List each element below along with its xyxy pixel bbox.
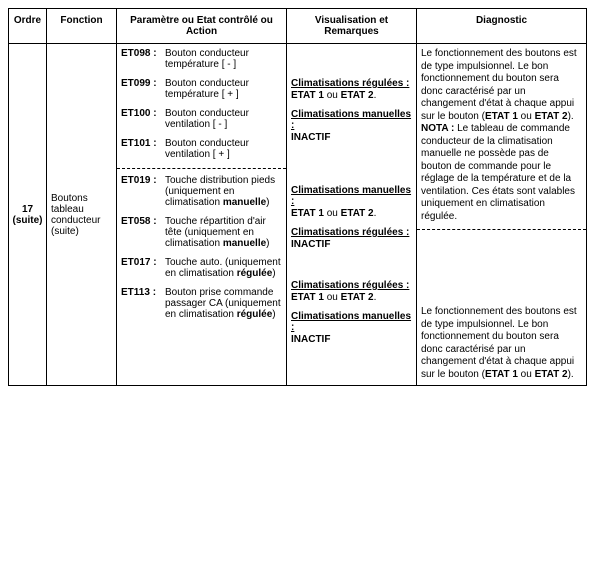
vis-value: INACTIF [291,132,412,143]
param-text: Bouton conducteur ventilation [ - ] [165,108,282,130]
fonction-l2: tableau [51,204,84,215]
diag-cell: Le fonctionnement des boutons est de typ… [417,44,587,386]
diag-text-top: Le fonctionnement des boutons est de typ… [421,48,582,123]
vis-title: Climatisations régulées : [291,78,409,89]
param-code: ET099 : [121,78,165,100]
vis-block: Climatisations manuelles : INACTIF [291,109,412,143]
header-param: Paramètre ou Etat contrôlé ou Action [117,9,287,44]
vis-title: Climatisations régulées : [291,280,409,291]
param-code: ET101 : [121,138,165,160]
diag-nota: NOTA : Le tableau de commande conducteur… [421,123,582,223]
vis-block: Climatisations régulées : INACTIF [291,227,412,250]
ordre-cell: 17 (suite) [9,44,47,386]
param-row: ET100 : Bouton conducteur ventilation [ … [121,108,282,130]
header-ordre: Ordre [9,9,47,44]
vis-value: INACTIF [291,239,412,250]
vis-title: Climatisations régulées : [291,227,409,238]
param-text: Touche répartition d'air tête (uniquemen… [165,216,282,249]
fonction-cell: Boutons tableau conducteur (suite) [47,44,117,386]
header-diag: Diagnostic [417,9,587,44]
vis-value: INACTIF [291,334,412,345]
param-text: Bouton conducteur ventilation [ + ] [165,138,282,160]
vis-title: Climatisations manuelles : [291,311,412,333]
vis-cell: Climatisations régulées : ETAT 1 ou ETAT… [287,44,417,386]
param-code: ET098 : [121,48,165,70]
ordre-suite: (suite) [13,215,43,226]
param-cell: ET098 : Bouton conducteur température [ … [117,44,287,386]
param-code: ET113 : [121,287,165,320]
param-row: ET017 : Touche auto. (uniquement en clim… [121,257,282,279]
vis-value: ETAT 1 ou ETAT 2. [291,90,412,101]
param-row: ET058 : Touche répartition d'air tête (u… [121,216,282,249]
param-code: ET019 : [121,175,165,208]
header-row: Ordre Fonction Paramètre ou Etat contrôl… [9,9,587,44]
vis-title: Climatisations manuelles : [291,185,412,207]
param-row: ET019 : Touche distribution pieds (uniqu… [121,175,282,208]
param-row: ET099 : Bouton conducteur température [ … [121,78,282,100]
param-code: ET100 : [121,108,165,130]
param-code: ET017 : [121,257,165,279]
header-fonction: Fonction [47,9,117,44]
param-text: Bouton prise commande passager CA (uniqu… [165,287,282,320]
dashed-divider [117,168,286,169]
vis-title: Climatisations manuelles : [291,109,412,131]
data-row: 17 (suite) Boutons tableau conducteur (s… [9,44,587,386]
vis-value: ETAT 1 ou ETAT 2. [291,208,412,219]
fonction-l4: (suite) [51,226,79,237]
header-vis: Visualisation et Remarques [287,9,417,44]
vis-block: Climatisations régulées : ETAT 1 ou ETAT… [291,280,412,303]
fonction-l3: conducteur [51,215,100,226]
diagnostic-table: Ordre Fonction Paramètre ou Etat contrôl… [8,8,587,386]
param-text: Bouton conducteur température [ - ] [165,48,282,70]
param-text: Touche auto. (uniquement en climatisatio… [165,257,282,279]
dashed-divider [417,229,586,230]
param-text: Bouton conducteur température [ + ] [165,78,282,100]
ordre-number: 17 [22,204,33,215]
param-row: ET101 : Bouton conducteur ventilation [ … [121,138,282,160]
param-code: ET058 : [121,216,165,249]
vis-value: ETAT 1 ou ETAT 2. [291,292,412,303]
vis-block: Climatisations régulées : ETAT 1 ou ETAT… [291,78,412,101]
param-text: Touche distribution pieds (uniquement en… [165,175,282,208]
vis-block: Climatisations manuelles : ETAT 1 ou ETA… [291,185,412,219]
vis-block: Climatisations manuelles : INACTIF [291,311,412,345]
param-row: ET098 : Bouton conducteur température [ … [121,48,282,70]
param-row: ET113 : Bouton prise commande passager C… [121,287,282,320]
fonction-l1: Boutons [51,193,88,204]
diag-text-bottom: Le fonctionnement des boutons est de typ… [421,306,582,381]
